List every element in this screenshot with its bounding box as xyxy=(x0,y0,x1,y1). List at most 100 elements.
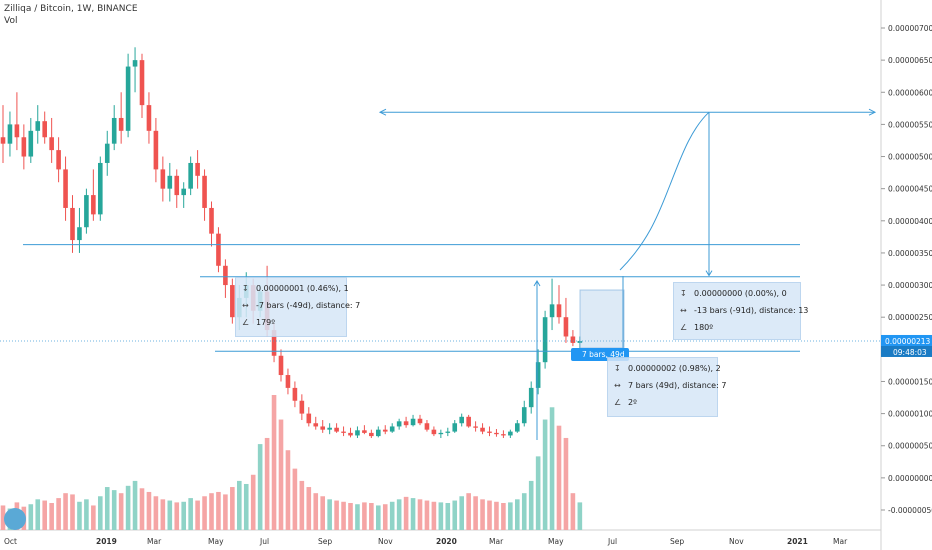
volume-bar xyxy=(77,501,82,530)
candle-body xyxy=(70,207,75,241)
x-tick-label: Mar xyxy=(833,537,848,546)
measure-2-bars: -13 bars (-91d), distance: 13 xyxy=(694,306,809,315)
volume-bar xyxy=(278,419,284,530)
candle-body xyxy=(230,285,235,318)
y-tick-label: 0.00000550 xyxy=(888,120,932,129)
candle-body xyxy=(515,423,520,432)
candle-body xyxy=(111,117,117,144)
volume-bar xyxy=(494,501,499,530)
y-tick-label: 0.00000650 xyxy=(888,56,932,65)
candle-body xyxy=(98,162,103,215)
candle-body xyxy=(362,430,367,433)
candle-body xyxy=(223,265,228,286)
volume-bar xyxy=(508,502,513,530)
angle-icon: ∠ xyxy=(614,398,622,407)
volume-bar xyxy=(313,493,319,530)
volume-bar xyxy=(299,480,305,530)
volume-bar xyxy=(84,499,89,530)
candle-body xyxy=(424,423,430,430)
candle-body xyxy=(445,431,451,433)
candle-body xyxy=(28,130,34,157)
volume-bar xyxy=(174,502,180,530)
measure-1-angle: 179º xyxy=(256,318,276,327)
candle-body xyxy=(389,426,395,432)
volume-bar xyxy=(230,487,235,530)
candle-body xyxy=(104,143,110,163)
volume-bar xyxy=(28,504,34,530)
volume-bar xyxy=(466,493,471,530)
candle-body xyxy=(77,227,82,241)
candle-body xyxy=(466,416,471,427)
volume-bar xyxy=(257,444,263,530)
volume-bar xyxy=(445,503,451,530)
x-tick-label: 2019 xyxy=(96,537,117,546)
measure-3-angle: 2º xyxy=(628,398,637,407)
volume-bar xyxy=(549,407,555,530)
volume-bar xyxy=(396,499,402,530)
measure-box-2[interactable]: ↧ 0.00000000 (0.00%), 0 ↔ -13 bars (-91d),… xyxy=(673,282,808,340)
volume-bar xyxy=(132,480,138,530)
volume-bar xyxy=(0,505,6,530)
candle-body xyxy=(63,169,68,208)
candle-body xyxy=(285,375,291,388)
volume-bar xyxy=(459,496,464,530)
x-tick-label: Sep xyxy=(670,537,684,546)
volume-bar xyxy=(285,450,291,530)
candle-body xyxy=(202,175,207,208)
candle-body xyxy=(396,421,402,427)
volume-bar xyxy=(452,500,458,530)
candle-body xyxy=(417,418,423,424)
measure-box-1[interactable]: ↧ 0.00000001 (0.46%), 1 ↔ -7 bars (-49d), … xyxy=(235,277,360,337)
measure-3-price: 0.00000002 (0.98%), 2 xyxy=(628,364,721,373)
projection-arrow-head xyxy=(705,270,713,277)
measure-2-price: 0.00000000 (0.00%), 0 xyxy=(694,289,787,298)
volume-bar xyxy=(306,487,312,530)
volume-bar xyxy=(362,502,367,530)
volume-bar xyxy=(63,493,68,530)
candle-body xyxy=(494,432,499,435)
volume-bar xyxy=(515,499,520,530)
volume-bar xyxy=(216,491,221,530)
tradingview-logo-icon[interactable] xyxy=(4,508,26,530)
candle-body xyxy=(188,162,193,189)
candle-body xyxy=(209,207,214,234)
candle-body xyxy=(160,169,166,189)
x-tick-label: 2021 xyxy=(787,537,808,546)
candle-body xyxy=(369,432,374,437)
volume-bar xyxy=(160,499,166,530)
target-arrow-right-head xyxy=(868,108,877,116)
x-tick-label: 2020 xyxy=(436,537,457,546)
bar-range-icon: ↔ xyxy=(242,301,249,310)
candle-body xyxy=(84,195,89,228)
measure-2-angle: 180º xyxy=(694,323,714,332)
volume-bar xyxy=(237,480,242,530)
y-tick-label: 0.00000600 xyxy=(888,88,932,97)
candle-body xyxy=(292,387,298,401)
measure-box-3[interactable]: ↧ 0.00000002 (0.98%), 2 ↔ 7 bars (49d), di… xyxy=(607,357,726,417)
candle-body xyxy=(563,317,569,337)
x-tick-label: Mar xyxy=(489,537,504,546)
measure-1-bars: -7 bars (-49d), distance: 7 xyxy=(256,301,361,310)
y-tick-label: 0.00000250 xyxy=(888,313,932,322)
candle-body xyxy=(327,427,332,430)
volume-bar xyxy=(167,500,173,530)
volume-bar xyxy=(334,500,339,530)
volume-bar xyxy=(243,483,249,530)
volume-bar xyxy=(389,501,395,530)
date-range-highlight xyxy=(579,289,625,349)
up-arrow-head xyxy=(533,280,541,287)
y-tick-label: 0.00000350 xyxy=(888,249,932,258)
candle-body xyxy=(146,105,152,131)
candle-body xyxy=(348,432,353,436)
x-tick-label: Nov xyxy=(729,537,744,546)
candle-body xyxy=(153,130,159,170)
price-range-icon: ↧ xyxy=(680,289,687,298)
candle-body xyxy=(341,431,346,433)
volume-bar xyxy=(264,437,270,530)
candle-body xyxy=(181,188,186,196)
y-tick-label: 0.00000000 xyxy=(888,474,932,483)
candle-body xyxy=(195,162,200,176)
price-range-icon: ↧ xyxy=(614,364,621,373)
